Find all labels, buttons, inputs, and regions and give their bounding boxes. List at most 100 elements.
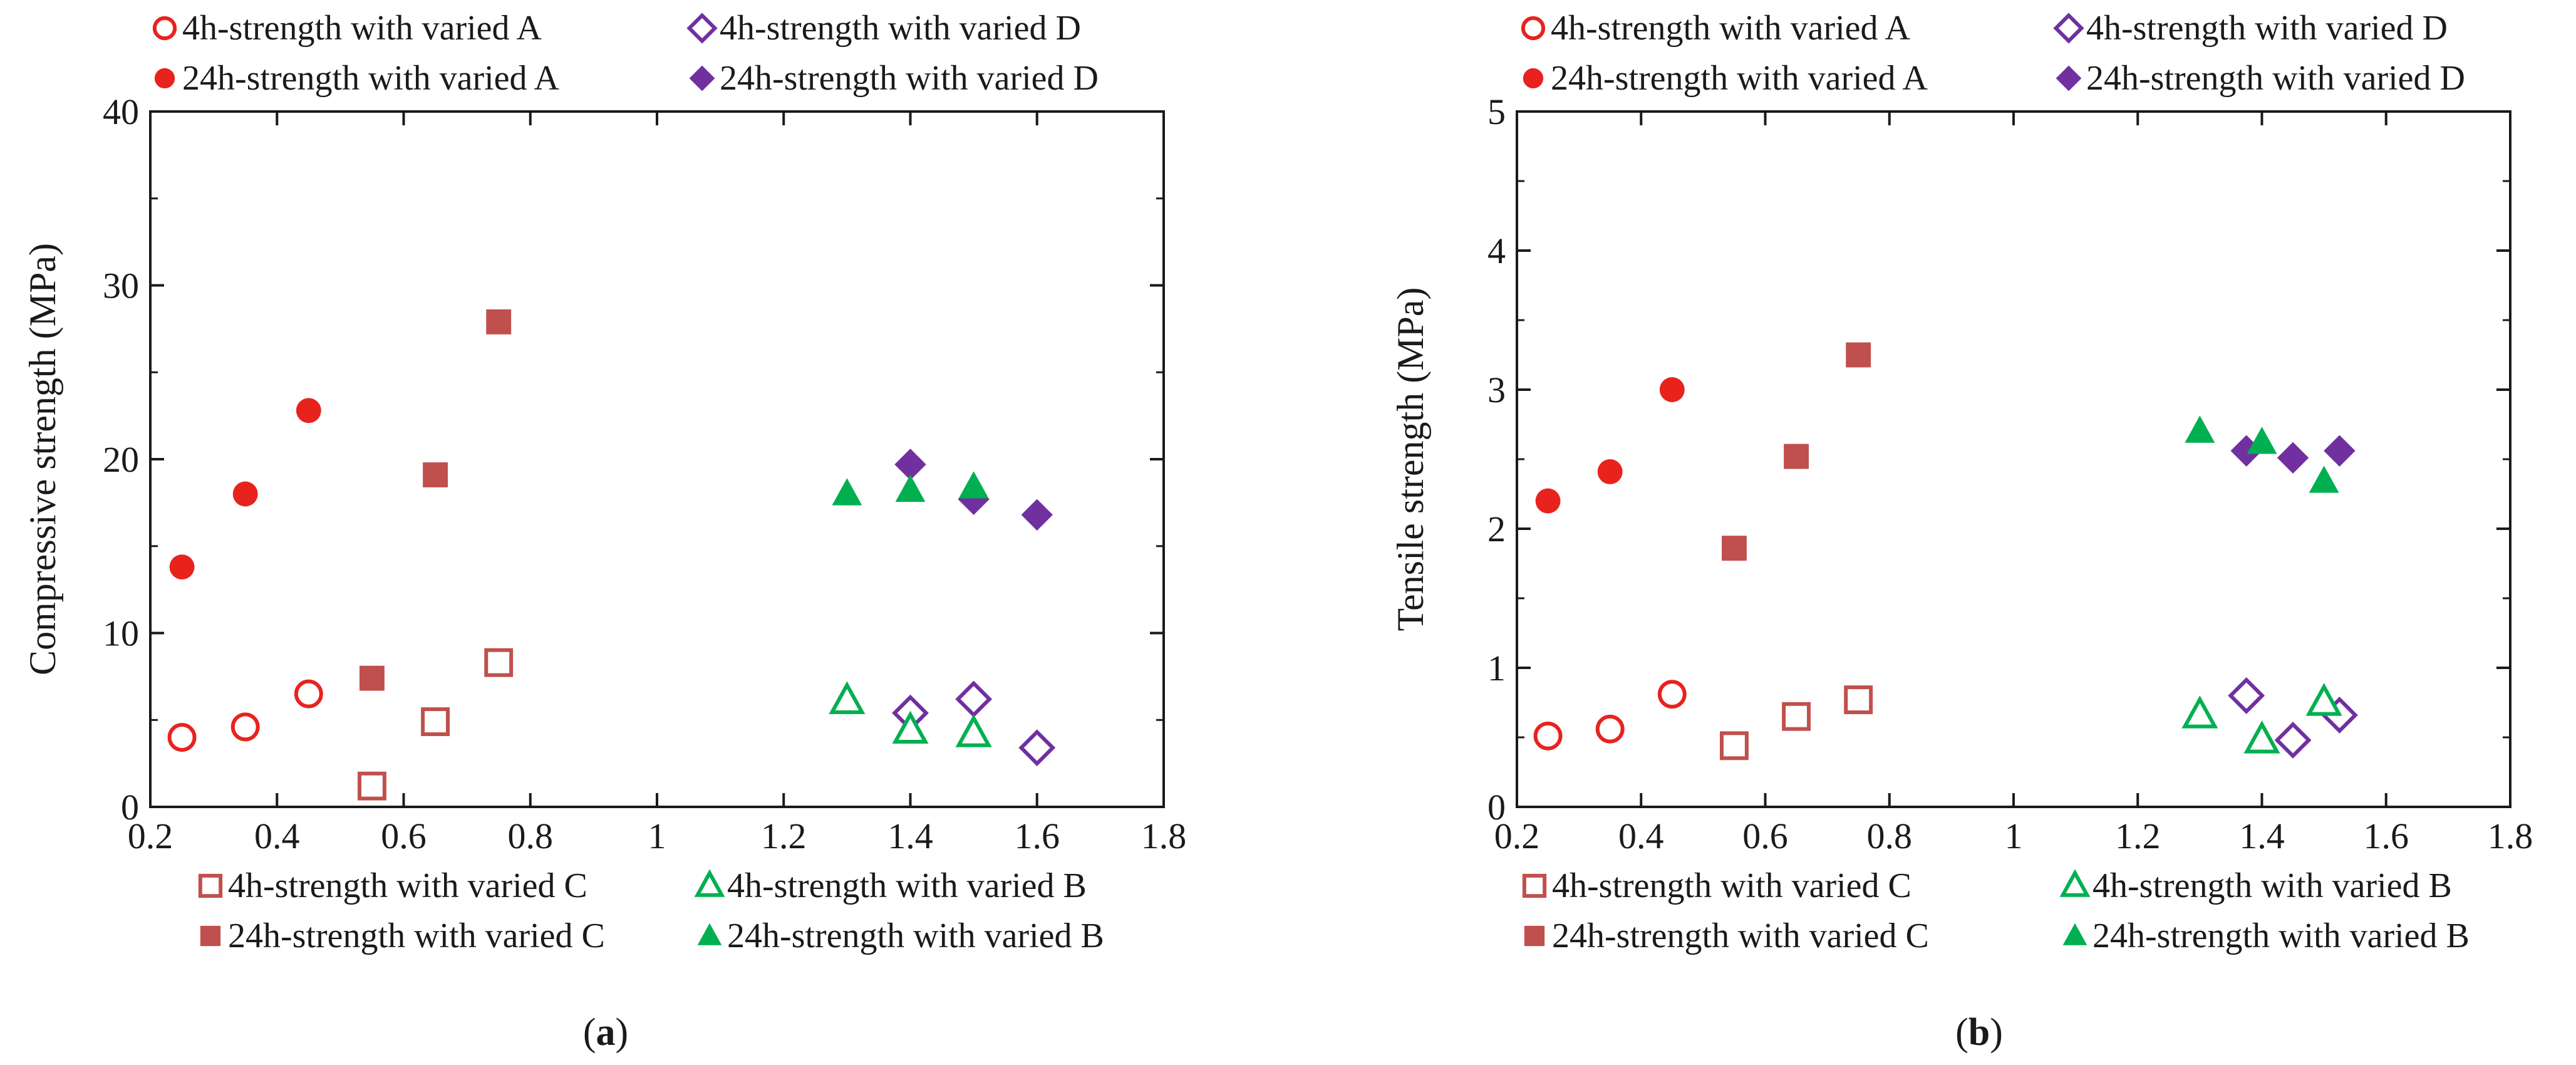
chart-a-data-point (296, 398, 321, 423)
chart-b-series-0 (1533, 680, 1687, 751)
chart-b-data-point (2247, 427, 2277, 454)
chart-a-data-point (486, 309, 512, 335)
chart-a-data-point (167, 723, 197, 752)
chart-a-legend-top: 4h-strength with varied A 4h-strength wit… (152, 9, 1099, 98)
chart-b-legend-marker (2056, 65, 2082, 91)
chart-a-data-point (1018, 729, 1056, 767)
chart-a-legend-item: 4h-strength with varied C (198, 866, 587, 905)
chart-b-data-point (2324, 435, 2356, 467)
chart-a-y-axis-label: Compressive strength (MPa) (22, 243, 63, 675)
chart-a-data-point (421, 707, 450, 736)
chart-b-series-4 (1719, 685, 1873, 761)
chart-b-legend-label: 4h-strength with varied A (1551, 9, 1910, 48)
chart-a-x-tick-label: 0.4 (254, 816, 300, 856)
chart-b-legend-marker (2059, 869, 2091, 897)
chart-b-y-tick-label: 0 (1487, 787, 1506, 828)
chart-a-data-point (832, 478, 862, 506)
chart-a-legend-item: 4h-strength with varied A (152, 9, 542, 48)
chart-b-data-point (1597, 459, 1623, 484)
chart-b-legend-label: 4h-strength with varied B (2092, 866, 2452, 905)
chart-a-data-point (423, 462, 448, 487)
chart-b-data-point (2181, 695, 2218, 729)
chart-a-data-point (894, 449, 926, 481)
chart-b-data-point (2274, 721, 2312, 759)
chart-b-y-axis-label: Tensile strength (MPa) (1390, 287, 1431, 631)
chart-b-data-point (2185, 415, 2215, 443)
chart-a-legend-marker (686, 13, 718, 44)
chart-b-legend-marker (2053, 13, 2084, 44)
chart-b-x-tick-label: 1.8 (2488, 816, 2533, 856)
chart-a-data-point (484, 648, 514, 677)
chart-a-data-point (230, 712, 260, 742)
chart-b-data-point (2309, 465, 2339, 493)
chart-b-legend-item: 4h-strength with varied C (1522, 866, 1911, 905)
chart-b-x-tick-label: 1.6 (2364, 816, 2409, 856)
chart-b-series-7 (2185, 415, 2339, 493)
chart-b-data-point (1782, 702, 1811, 731)
chart-a-series-3 (894, 449, 1053, 531)
chart-a-legend-item: 4h-strength with varied D (686, 9, 1081, 48)
chart-a-data-point (895, 474, 926, 502)
chart-b-data-point (1846, 342, 1871, 368)
chart-b-data-point (1657, 680, 1687, 709)
chart-a-data-point (294, 679, 323, 709)
chart-b-data-point (2305, 683, 2342, 716)
chart-a-legend-label: 4h-strength with varied A (182, 9, 542, 48)
chart-b-y-tick-label: 3 (1487, 370, 1506, 410)
chart-b-legend-marker (1521, 16, 1546, 41)
chart-a-x-tick-label: 0.6 (381, 816, 427, 856)
chart-a-data-point (357, 771, 386, 801)
chart-b-data-point (2277, 442, 2309, 474)
chart-b-data-point (1533, 721, 1563, 751)
chart-a-legend-item: 24h-strength with varied A (154, 59, 559, 98)
chart-a-legend-bottom: 4h-strength with varied C 4h-strength wit… (198, 866, 1104, 955)
chart-b-data-point (1659, 377, 1685, 402)
chart-a-legend-label: 24h-strength with varied A (182, 59, 559, 98)
chart-a-data-point (955, 680, 993, 718)
chart-a-series-7 (832, 471, 989, 506)
chart-b-data-point (1721, 536, 1747, 561)
chart-b-legend-marker (2062, 923, 2087, 945)
chart-b-series-1 (1535, 377, 1685, 514)
chart-a-caption: (a) (583, 1011, 628, 1054)
chart-b-caption: (b) (1955, 1011, 2003, 1054)
chart-b-legend-label: 4h-strength with varied D (2086, 9, 2448, 48)
chart-a-legend-marker (697, 923, 722, 945)
chart-a-x-tick-label: 1.2 (761, 816, 807, 856)
chart-b-y-tick-label: 5 (1487, 91, 1506, 132)
chart-a-data-point (955, 714, 992, 747)
chart-b-legend-item: 24h-strength with varied D (2056, 59, 2465, 98)
chart-b-x-tick-label: 1.2 (2115, 816, 2161, 856)
chart-b-x-tick-label: 0.2 (1494, 816, 1540, 856)
chart-a-legend-label: 4h-strength with varied B (727, 866, 1087, 905)
chart-b-legend-label: 4h-strength with varied C (1552, 866, 1911, 905)
chart-b-x-tick-label: 0.8 (1867, 816, 1913, 856)
chart-a-legend-marker (694, 869, 725, 897)
chart-a-legend-item: 4h-strength with varied B (694, 866, 1087, 905)
chart-b-x-tick-label: 1.4 (2239, 816, 2285, 856)
chart-b-series-3 (2230, 435, 2356, 474)
chart-b-legend-label: 24h-strength with varied C (1552, 917, 1929, 955)
chart-a-legend-marker (154, 68, 175, 89)
chart-a-x-tick-label: 1 (648, 816, 666, 856)
chart-b-legend-label: 24h-strength with varied D (2086, 59, 2465, 98)
chart-a-legend-item: 24h-strength with varied C (200, 917, 605, 955)
chart-a-legend-item: 24h-strength with varied B (697, 917, 1104, 955)
chart-a-data-point (359, 665, 385, 691)
chart-b-legend-marker (1524, 925, 1545, 947)
chart-a-x-tick-label: 0.2 (128, 816, 173, 856)
chart-a-legend-label: 4h-strength with varied C (228, 866, 587, 905)
chart-a-legend-marker (200, 925, 221, 947)
chart-b-y-tick-label: 4 (1487, 231, 1506, 271)
chart-a-x-tick-label: 1.6 (1015, 816, 1060, 856)
chart-a-legend-marker (689, 65, 715, 91)
chart-b-x-tick-label: 0.4 (1618, 816, 1664, 856)
chart-a-data-point (958, 483, 990, 516)
chart-a-x-tick-label: 1.8 (1141, 816, 1187, 856)
chart-a-x-tick-label: 1.4 (887, 816, 933, 856)
chart-b-data-point (2230, 435, 2262, 467)
chart-b-legend-marker (1522, 873, 1547, 898)
chart-b-data-point (1784, 444, 1809, 469)
chart-a-series-5 (359, 309, 512, 691)
chart-b-legend-label: 24h-strength with varied B (2092, 917, 2470, 955)
